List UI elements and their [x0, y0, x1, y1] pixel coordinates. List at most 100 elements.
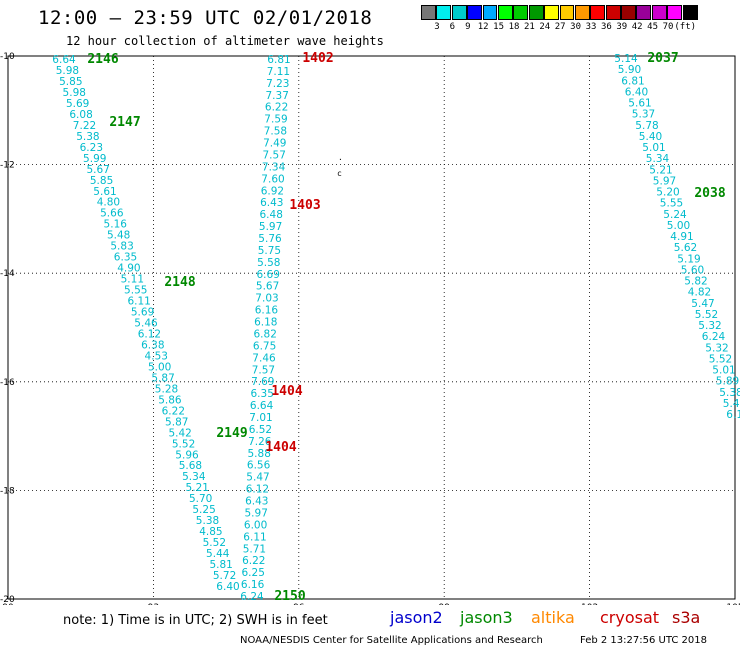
pass-label: 2149 — [216, 426, 247, 441]
track-b-value: 5.75 — [258, 245, 281, 257]
track-b-value: 6.48 — [260, 209, 283, 221]
track-b-value: 6.43 — [245, 496, 268, 508]
track-c-value: 5.52 — [709, 353, 732, 365]
track-b-value: 6.22 — [265, 102, 288, 114]
pass-label: 2037 — [647, 51, 678, 66]
track-a-value: 5.72 — [213, 570, 236, 582]
track-a-value: 5.21 — [186, 482, 209, 494]
track-a-value: 4.53 — [145, 350, 168, 362]
pass-label: 2146 — [87, 52, 118, 67]
track-b-value: 6.24 — [240, 591, 264, 603]
track-b-value: 7.03 — [255, 293, 278, 305]
track-a-value: 6.38 — [141, 339, 164, 351]
track-c-value: 6.40 — [625, 86, 648, 98]
footer-note: note: 1) Time is in UTC; 2) SWH is in fe… — [63, 613, 328, 628]
track-a-value: 6.35 — [114, 252, 137, 264]
satellite-label-jason3: jason3 — [460, 608, 513, 627]
legend-swatch — [605, 5, 621, 20]
track-a-value: 4.80 — [97, 197, 120, 209]
track-b-value: 6.43 — [260, 197, 283, 209]
track-a-value: 5.55 — [124, 285, 147, 297]
legend-label: 21 — [523, 22, 535, 32]
track-a-value: 6.40 — [216, 581, 239, 593]
track-c-value: 5.62 — [674, 242, 697, 254]
track-c-value: 5.34 — [646, 153, 670, 165]
pass-label: 1402 — [302, 51, 333, 66]
pass-label: 2150 — [274, 589, 305, 604]
track-b-value: 6.11 — [243, 531, 266, 543]
track-a-value: 5.86 — [158, 394, 182, 406]
page-title: 12:00 – 23:59 UTC 02/01/2018 — [38, 7, 373, 29]
legend-label: 15 — [493, 22, 505, 32]
track-b-value: 7.59 — [264, 114, 287, 126]
track-b-value: 7.57 — [263, 149, 286, 161]
legend-label: 3 — [434, 22, 440, 32]
track-a-value: 5.38 — [196, 515, 219, 527]
pass-labels: 2146 2147 2148 2149 2150 1402 1403 1404 1404 2037… — [87, 51, 725, 604]
track-c-value: 5.14 — [614, 53, 638, 65]
track-a-value: 5.68 — [179, 460, 202, 472]
island-marker: . — [338, 153, 343, 162]
track-a-value: 5.85 — [59, 76, 82, 88]
track-a-value: 5.99 — [83, 153, 106, 165]
legend-swatch — [682, 5, 698, 20]
track-b-value: 5.58 — [257, 257, 280, 269]
lon-tick-label: 93 — [148, 603, 159, 605]
track-b-value: 7.46 — [252, 352, 276, 364]
legend-swatch — [421, 5, 436, 20]
lat-tick-label: -10 — [0, 52, 15, 62]
legend-label: 24 — [539, 22, 551, 32]
track-a-value: 5.00 — [148, 361, 171, 373]
legend-swatch — [590, 5, 606, 20]
track-b-value: 5.88 — [248, 448, 271, 460]
axis-ticks: 90 93 96 99 102 105 -10 -12 -14 -16 -18 -20 — [0, 52, 740, 605]
track-a-value: 7.22 — [73, 120, 96, 132]
legend-swatch — [621, 5, 636, 20]
map-frame — [7, 55, 736, 600]
track-a-value: 5.25 — [192, 504, 215, 516]
track-a-value: 5.44 — [206, 548, 230, 560]
track-b-value: 7.37 — [266, 90, 289, 102]
track-b-value: 7.69 — [251, 376, 274, 388]
track-a-value: 5.67 — [86, 164, 109, 176]
track-b-value: 6.75 — [253, 340, 276, 352]
track-c-value: 5.47 — [691, 298, 714, 310]
track-c-value: 5.32 — [705, 342, 728, 354]
track-c-value: 5.60 — [681, 264, 704, 276]
track-c-value: 5.00 — [667, 220, 690, 232]
legend-label: 45 — [647, 22, 659, 32]
track-a-value: 5.46 — [134, 318, 158, 330]
track-b-value: 5.97 — [245, 507, 268, 519]
track-c-value: 5.61 — [628, 98, 651, 110]
pass-label: 2148 — [164, 275, 195, 290]
legend-label: (ft) — [674, 22, 697, 32]
track-a-value: 5.34 — [182, 471, 206, 483]
legend-swatch — [467, 5, 483, 20]
track-b-value: 5.76 — [258, 233, 282, 245]
track-c-value: 4.82 — [688, 287, 711, 299]
track-b-value: 7.23 — [266, 78, 289, 90]
track-b-value: 6.16 — [255, 305, 279, 317]
track-a-value: 5.83 — [110, 241, 133, 253]
lat-tick-label: -14 — [0, 269, 15, 279]
track-a-value: 5.81 — [209, 559, 232, 571]
track-b-value: 5.71 — [243, 543, 266, 555]
pass-label: 2147 — [109, 115, 140, 130]
track-a-value: 4.90 — [117, 263, 140, 275]
legend-label: 30 — [570, 22, 582, 32]
track-b-value: 6.81 — [267, 54, 290, 66]
track-c-value: 5.21 — [649, 164, 672, 176]
track-c-value: 5.97 — [653, 175, 676, 187]
track-b-value: 6.82 — [254, 328, 277, 340]
legend-label: 12 — [477, 22, 489, 32]
track-c-value: 5.89 — [716, 376, 739, 388]
color-legend — [421, 5, 698, 20]
track-b-value: 6.92 — [261, 185, 284, 197]
lat-tick-label: -12 — [0, 161, 15, 171]
track-a-value: 5.52 — [203, 537, 226, 549]
legend-label: 42 — [631, 22, 643, 32]
track-b-value: 7.58 — [264, 126, 287, 138]
track-c-value: 4.91 — [670, 231, 693, 243]
page-subtitle: 12 hour collection of altimeter wave hei… — [66, 34, 384, 48]
track-b-value: 6.16 — [241, 579, 265, 591]
